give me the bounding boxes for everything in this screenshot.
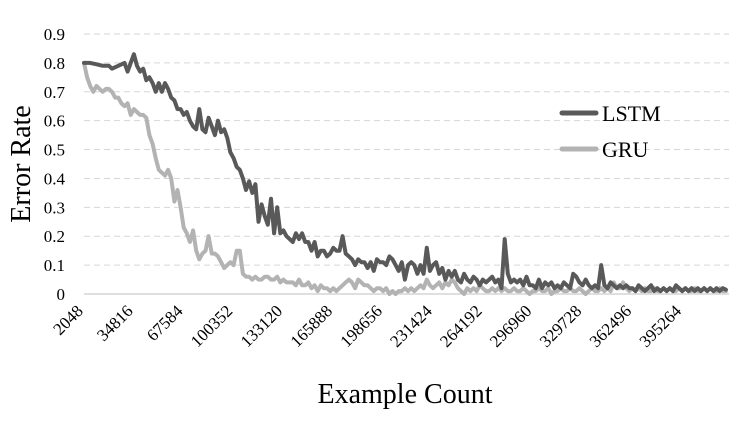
series-lines [84, 54, 726, 294]
x-tick-label: 231424 [386, 301, 436, 351]
x-tick-label: 329728 [536, 301, 585, 350]
y-axis-tick-labels: 0 0.1 0.2 0.3 0.4 0.5 0.6 0.7 0.8 0.9 [44, 25, 66, 304]
y-tick-label: 0.4 [44, 169, 66, 188]
x-tick-label: 2048 [49, 301, 86, 338]
y-tick-label: 0.5 [44, 141, 65, 160]
y-tick-label: 0.9 [44, 25, 65, 44]
x-axis-title: Example Count [318, 379, 493, 410]
y-tick-label: 0.8 [44, 54, 65, 73]
legend-label-lstm: LSTM [602, 101, 661, 126]
x-tick-label: 165888 [287, 301, 336, 350]
x-tick-label: 296960 [486, 301, 535, 350]
y-tick-label: 0.6 [44, 112, 65, 131]
legend: LSTM GRU [562, 101, 661, 162]
y-tick-label: 0.1 [44, 256, 65, 275]
y-tick-label: 0.7 [44, 83, 66, 102]
x-tick-label: 67584 [143, 301, 187, 345]
y-tick-label: 0 [57, 285, 66, 304]
x-tick-label: 264192 [436, 301, 485, 350]
x-axis-tick-labels: 2048 34816 67584 100352 133120 165888 198656 23… [49, 301, 685, 351]
y-tick-label: 0.3 [44, 198, 65, 217]
x-tick-label: 198656 [336, 301, 385, 350]
y-axis-title: Error Rate [6, 105, 37, 222]
x-tick-label: 362496 [586, 301, 635, 350]
y-tick-label: 0.2 [44, 227, 65, 246]
x-tick-label: 34816 [93, 301, 136, 344]
x-tick-label: 133120 [237, 301, 286, 350]
legend-label-gru: GRU [602, 137, 649, 162]
x-tick-label: 100352 [187, 301, 236, 350]
series-line-lstm [84, 54, 726, 291]
x-tick-label: 395264 [636, 301, 686, 351]
